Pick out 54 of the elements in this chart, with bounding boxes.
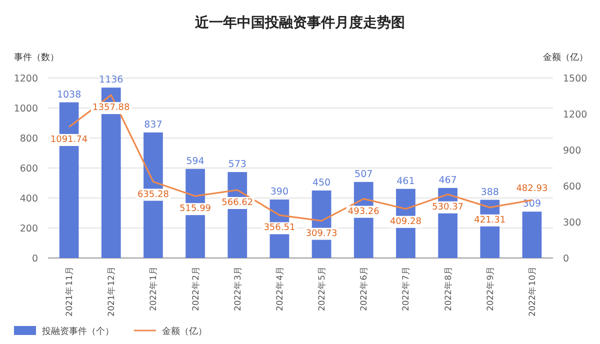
- y-tick-label: 1200: [14, 74, 38, 84]
- data-label: 450: [312, 178, 331, 188]
- data-label: 530.37: [432, 202, 464, 212]
- data-label: 573: [228, 159, 246, 170]
- y-tick-label: 800: [20, 134, 38, 144]
- legend-label: 投融资事件（个）: [41, 326, 114, 337]
- x-tick-label: 2022年2月: [190, 266, 202, 312]
- data-label: 356.51: [264, 223, 296, 234]
- x-tick-label: 2022年3月: [232, 266, 244, 312]
- bar: [522, 212, 542, 258]
- data-label: 507: [354, 168, 373, 180]
- data-label: 1038: [56, 89, 82, 100]
- y2-tick-label: 600: [563, 182, 582, 192]
- data-label: 1091.74: [50, 134, 88, 145]
- data-label: 467: [438, 174, 457, 186]
- y2-tick-label: 1200: [563, 110, 588, 120]
- y2-tick-label: 1500: [563, 74, 588, 84]
- x-tick-label: 2022年8月: [442, 266, 454, 312]
- x-tick-label: 2022年6月: [358, 266, 370, 312]
- y2-tick-label: 900: [563, 146, 582, 156]
- data-label: 461: [396, 176, 415, 187]
- legend-label: 金额（亿）: [162, 326, 207, 337]
- data-label: 635.28: [137, 190, 170, 200]
- data-label: 1357.88: [92, 103, 130, 114]
- data-label: 1136: [99, 74, 124, 86]
- data-label: 309.73: [306, 228, 338, 239]
- x-tick-label: 2022年4月: [274, 266, 286, 312]
- data-label: 482.93: [516, 184, 548, 194]
- x-tick-label: 2022年7月: [400, 266, 412, 312]
- y2-axis-title: 金额（亿）: [543, 52, 588, 63]
- x-tick-label: 2021年11月: [64, 266, 76, 316]
- y2-tick-label: 300: [563, 218, 582, 228]
- data-label: 837: [144, 119, 162, 130]
- y-tick-label: 1000: [14, 104, 38, 114]
- x-tick-label: 2022年5月: [316, 266, 328, 312]
- data-label: 390: [270, 186, 289, 198]
- data-label: 388: [480, 186, 499, 198]
- x-tick-label: 2022年9月: [484, 266, 496, 312]
- data-label: 566.62: [222, 198, 254, 208]
- y-tick-label: 600: [20, 164, 38, 174]
- x-tick-label: 2022年1月: [148, 266, 160, 312]
- y-tick-label: 400: [20, 194, 38, 204]
- chart-title: 近一年中国投融资事件月度走势图: [194, 14, 405, 31]
- data-label: 594: [186, 156, 204, 167]
- y-tick-label: 0: [32, 254, 38, 264]
- data-label: 409.28: [390, 216, 422, 227]
- y2-tick-label: 0: [563, 254, 570, 264]
- x-tick-label: 2021年12月: [106, 266, 118, 316]
- data-label: 493.26: [348, 206, 380, 217]
- y-tick-label: 200: [20, 224, 38, 234]
- x-tick-label: 2022年10月: [526, 266, 538, 316]
- data-label: 421.31: [474, 215, 506, 226]
- y-axis-title: 事件（数）: [14, 52, 59, 63]
- data-label: 515.99: [180, 204, 212, 214]
